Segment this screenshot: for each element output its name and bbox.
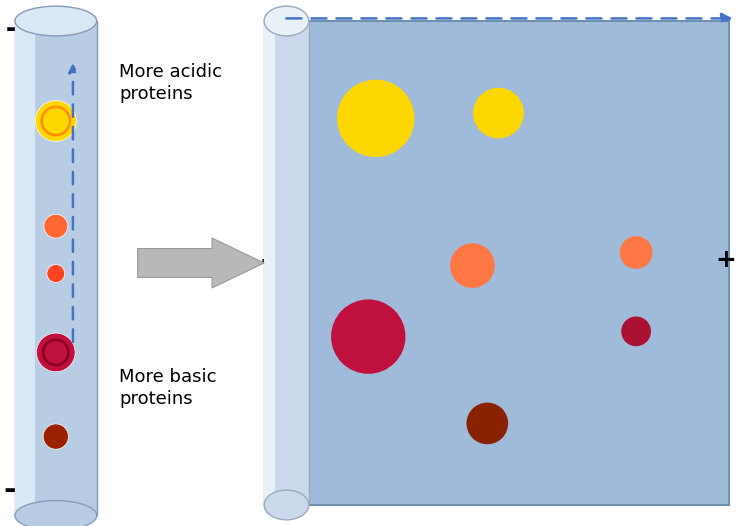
Text: -: - — [4, 476, 16, 505]
Ellipse shape — [466, 402, 508, 444]
Ellipse shape — [47, 265, 65, 282]
Bar — [304, 21, 729, 505]
Text: -: - — [260, 248, 271, 272]
Ellipse shape — [36, 333, 75, 372]
Text: More acidic
proteins: More acidic proteins — [119, 63, 222, 103]
Text: +: + — [716, 248, 737, 272]
Ellipse shape — [337, 79, 414, 157]
Text: +: + — [4, 16, 29, 45]
Ellipse shape — [620, 236, 652, 269]
Ellipse shape — [450, 244, 495, 288]
Bar — [15, 21, 97, 515]
Ellipse shape — [473, 88, 524, 138]
Ellipse shape — [621, 317, 651, 346]
Ellipse shape — [264, 6, 309, 36]
Ellipse shape — [36, 100, 76, 141]
Ellipse shape — [264, 490, 309, 520]
Ellipse shape — [44, 214, 68, 238]
Bar — [264, 21, 309, 505]
Ellipse shape — [15, 6, 97, 36]
Polygon shape — [138, 238, 264, 288]
Text: More basic
proteins: More basic proteins — [119, 368, 217, 408]
Ellipse shape — [15, 501, 97, 526]
Bar — [15, 21, 36, 515]
Ellipse shape — [331, 299, 405, 374]
Bar — [264, 21, 275, 505]
Ellipse shape — [43, 424, 68, 449]
